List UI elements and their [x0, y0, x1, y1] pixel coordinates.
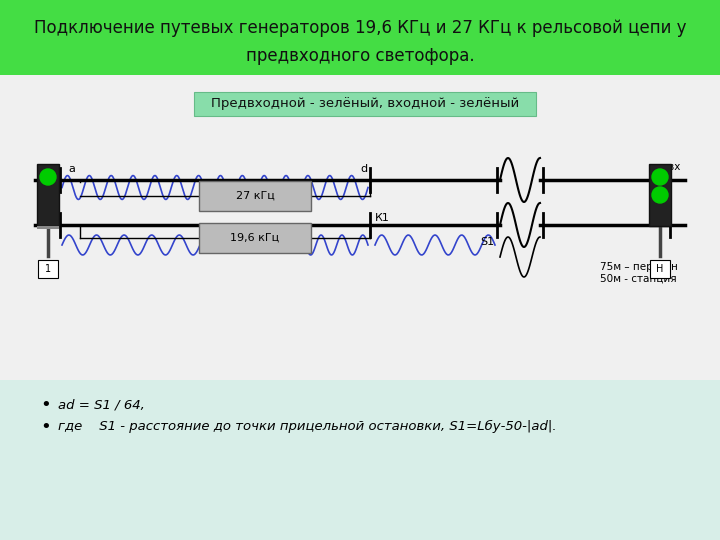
Bar — [37, 226, 59, 229]
Bar — [650, 260, 670, 278]
FancyBboxPatch shape — [194, 92, 536, 116]
Text: предвходного светофора.: предвходного светофора. — [246, 47, 474, 65]
FancyBboxPatch shape — [199, 181, 311, 211]
Bar — [0, 0, 720, 75]
Text: a: a — [68, 164, 75, 174]
Circle shape — [652, 205, 668, 221]
Text: Н: Н — [657, 264, 664, 274]
Text: 19,6 кГц: 19,6 кГц — [230, 233, 279, 243]
Text: 75м – перегон
50м - станция: 75м – перегон 50м - станция — [600, 262, 678, 284]
Bar — [38, 260, 58, 278]
Bar — [649, 164, 671, 226]
Circle shape — [40, 169, 56, 185]
Text: К1: К1 — [375, 213, 390, 223]
Circle shape — [40, 205, 56, 221]
Bar — [0, 75, 720, 540]
Circle shape — [652, 169, 668, 185]
Text: •: • — [40, 418, 50, 436]
FancyBboxPatch shape — [199, 223, 311, 253]
Text: S1: S1 — [480, 237, 494, 247]
Text: ad = S1 / 64,: ad = S1 / 64, — [58, 398, 145, 411]
Bar — [0, 380, 720, 540]
Text: d: d — [360, 164, 367, 174]
Text: •: • — [40, 396, 50, 414]
Text: где    S1 - расстояние до точки прицельной остановки, S1=Lбу-50-|ad|.: где S1 - расстояние до точки прицельной … — [58, 420, 557, 433]
Circle shape — [652, 187, 668, 203]
Circle shape — [40, 187, 56, 203]
Text: 27 кГц: 27 кГц — [235, 191, 274, 201]
Bar — [37, 164, 59, 226]
Text: Подключение путевых генераторов 19,6 КГц и 27 КГц к рельсовой цепи у: Подключение путевых генераторов 19,6 КГц… — [34, 19, 686, 37]
Text: вх: вх — [668, 162, 680, 172]
Text: 1: 1 — [45, 264, 51, 274]
Text: Предвходной - зелёный, входной - зелёный: Предвходной - зелёный, входной - зелёный — [211, 98, 519, 111]
